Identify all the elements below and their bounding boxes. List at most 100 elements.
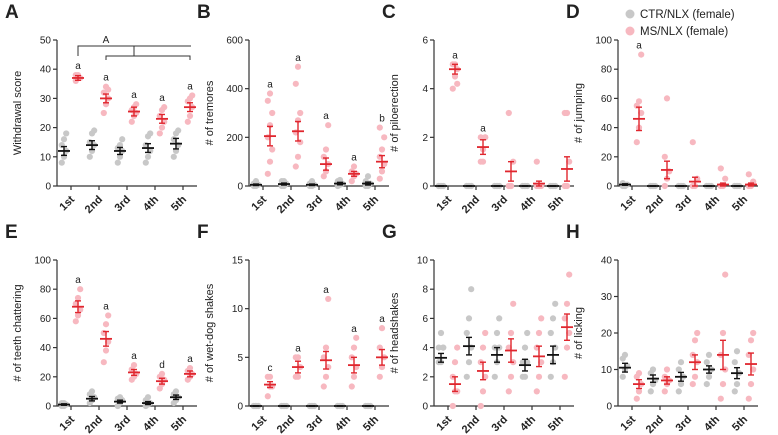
x-tick-label-b: 3rd bbox=[305, 194, 326, 215]
y-tick-label-h: 0 bbox=[606, 402, 612, 413]
significance-letter-f: a bbox=[295, 343, 301, 354]
data-point-ms-d bbox=[722, 175, 729, 182]
x-tick-label-a: 2nd bbox=[83, 194, 105, 216]
significance-letter-b: a bbox=[351, 153, 357, 164]
y-tick-label-e: 40 bbox=[40, 343, 52, 354]
data-point-ctr-a bbox=[58, 159, 65, 166]
data-point-ms-g bbox=[454, 344, 461, 351]
data-point-ctr-b bbox=[336, 176, 344, 184]
x-tick-label-d: 1st bbox=[618, 193, 638, 213]
data-point-ms-c bbox=[477, 134, 484, 141]
data-point-ms-c bbox=[533, 158, 540, 165]
data-point-ms-b bbox=[322, 146, 330, 153]
x-tick-label-e: 5th bbox=[169, 413, 189, 433]
data-point-ctr-a bbox=[114, 159, 121, 166]
y-tick-label-h: 30 bbox=[601, 292, 613, 303]
data-point-ctr-h bbox=[621, 351, 629, 358]
significance-letter-f: a bbox=[351, 324, 357, 335]
data-point-ctr-a bbox=[142, 159, 149, 166]
y-tick-label-a: 20 bbox=[40, 123, 52, 134]
legend: CTR/NLX (female) MS/NLX (female) bbox=[625, 9, 735, 38]
x-tick-label-d: 2nd bbox=[644, 194, 666, 216]
data-point-ms-d bbox=[638, 51, 645, 58]
x-tick-label-e: 2nd bbox=[83, 414, 105, 435]
y-tick-label-g: 6 bbox=[422, 314, 428, 325]
data-point-ms-f bbox=[322, 373, 330, 380]
y-tick-label-b: 200 bbox=[226, 133, 243, 144]
x-tick-label-b: 1st bbox=[249, 193, 269, 213]
y-tick-label-e: 0 bbox=[45, 402, 51, 413]
data-point-ms-f bbox=[322, 344, 330, 351]
data-point-ms-g bbox=[451, 359, 459, 366]
significance-letter-e: d bbox=[159, 360, 165, 371]
data-point-ms-d bbox=[633, 139, 640, 146]
y-tick-label-d: 40 bbox=[601, 123, 613, 134]
data-point-ms-a bbox=[100, 109, 107, 117]
data-point-ms-d bbox=[689, 139, 696, 146]
y-tick-label-d: 20 bbox=[601, 152, 613, 163]
legend-marker-ms bbox=[625, 26, 635, 36]
data-point-ms-f bbox=[294, 373, 302, 380]
data-point-ctr-h bbox=[733, 381, 741, 388]
data-point-ms-e bbox=[186, 364, 194, 372]
y-tick-label-e: 80 bbox=[40, 285, 52, 296]
data-point-ms-g bbox=[479, 388, 487, 395]
data-point-ms-c bbox=[563, 109, 571, 117]
data-point-ms-b bbox=[376, 175, 383, 182]
y-tick-label-f: 10 bbox=[232, 304, 244, 315]
data-point-ms-d bbox=[745, 171, 752, 178]
y-tick-label-b: 0 bbox=[237, 182, 243, 193]
data-point-ctr-h bbox=[703, 381, 710, 388]
data-point-ms-h bbox=[694, 329, 701, 337]
data-point-ms-c bbox=[482, 134, 489, 141]
significance-letter-a: a bbox=[159, 93, 165, 104]
data-point-ctr-a bbox=[63, 130, 70, 137]
x-tick-label-c: 1st bbox=[434, 193, 454, 213]
y-tick-label-d: 100 bbox=[595, 36, 612, 47]
data-point-ms-h bbox=[689, 381, 696, 388]
data-point-ctr-g bbox=[491, 373, 498, 380]
y-tick-label-b: 600 bbox=[226, 36, 243, 47]
data-point-ctr-g bbox=[465, 315, 473, 322]
data-point-ms-c bbox=[451, 73, 459, 80]
data-point-ms-g bbox=[449, 402, 456, 410]
y-tick-label-d: 80 bbox=[601, 65, 613, 76]
data-point-ms-h bbox=[635, 370, 643, 377]
data-point-ctr-h bbox=[649, 366, 657, 373]
significance-letter-a: a bbox=[103, 73, 109, 84]
data-point-ms-f bbox=[348, 383, 355, 390]
data-point-ctr-e bbox=[116, 394, 124, 401]
data-point-ms-h bbox=[722, 271, 729, 278]
data-point-ctr-g bbox=[463, 373, 470, 380]
data-point-ms-f bbox=[378, 325, 386, 332]
x-tick-label-h: 2nd bbox=[644, 414, 666, 435]
x-tick-label-e: 1st bbox=[57, 413, 77, 433]
data-point-ms-f bbox=[264, 393, 271, 400]
data-point-ctr-g bbox=[547, 373, 554, 380]
y-tick-label-d: 0 bbox=[606, 182, 612, 193]
y-tick-label-c: 4 bbox=[422, 84, 428, 95]
panel-g: G 0 2 4 6 8 10 # of headshakes 1st 2nd 3rd 4th 5th bbox=[382, 222, 574, 435]
x-tick-label-c: 2nd bbox=[460, 194, 482, 216]
significance-letter-f: a bbox=[323, 285, 329, 296]
y-axis-label-f: # of wet-dog shakes bbox=[204, 283, 216, 382]
panel-h: H 0 10 20 30 40 # of licking 1st 2nd 3rd 4th 5th bbox=[566, 222, 758, 435]
data-point-ms-e bbox=[77, 286, 84, 293]
data-point-ms-h bbox=[717, 395, 724, 402]
data-point-ctr-a bbox=[60, 136, 68, 143]
comparison-subbracket-a bbox=[105, 55, 191, 60]
data-point-ctr-g bbox=[435, 344, 442, 351]
panel-letter-b: B bbox=[197, 2, 211, 23]
data-point-ms-f bbox=[350, 373, 358, 380]
significance-letter-b: b bbox=[379, 114, 385, 125]
panel-a: A 0 10 20 30 40 50 Withdrawal score 1st 2nd 3rd 4th… bbox=[5, 2, 197, 216]
data-point-ctr-g bbox=[521, 373, 529, 380]
data-point-ms-b bbox=[376, 124, 383, 131]
data-point-ms-h bbox=[745, 395, 752, 402]
y-tick-label-e: 20 bbox=[40, 372, 52, 383]
y-tick-label-c: 6 bbox=[422, 36, 428, 47]
data-point-ctr-g bbox=[440, 344, 447, 351]
y-tick-label-g: 10 bbox=[417, 256, 429, 267]
data-point-ms-h bbox=[661, 388, 668, 395]
